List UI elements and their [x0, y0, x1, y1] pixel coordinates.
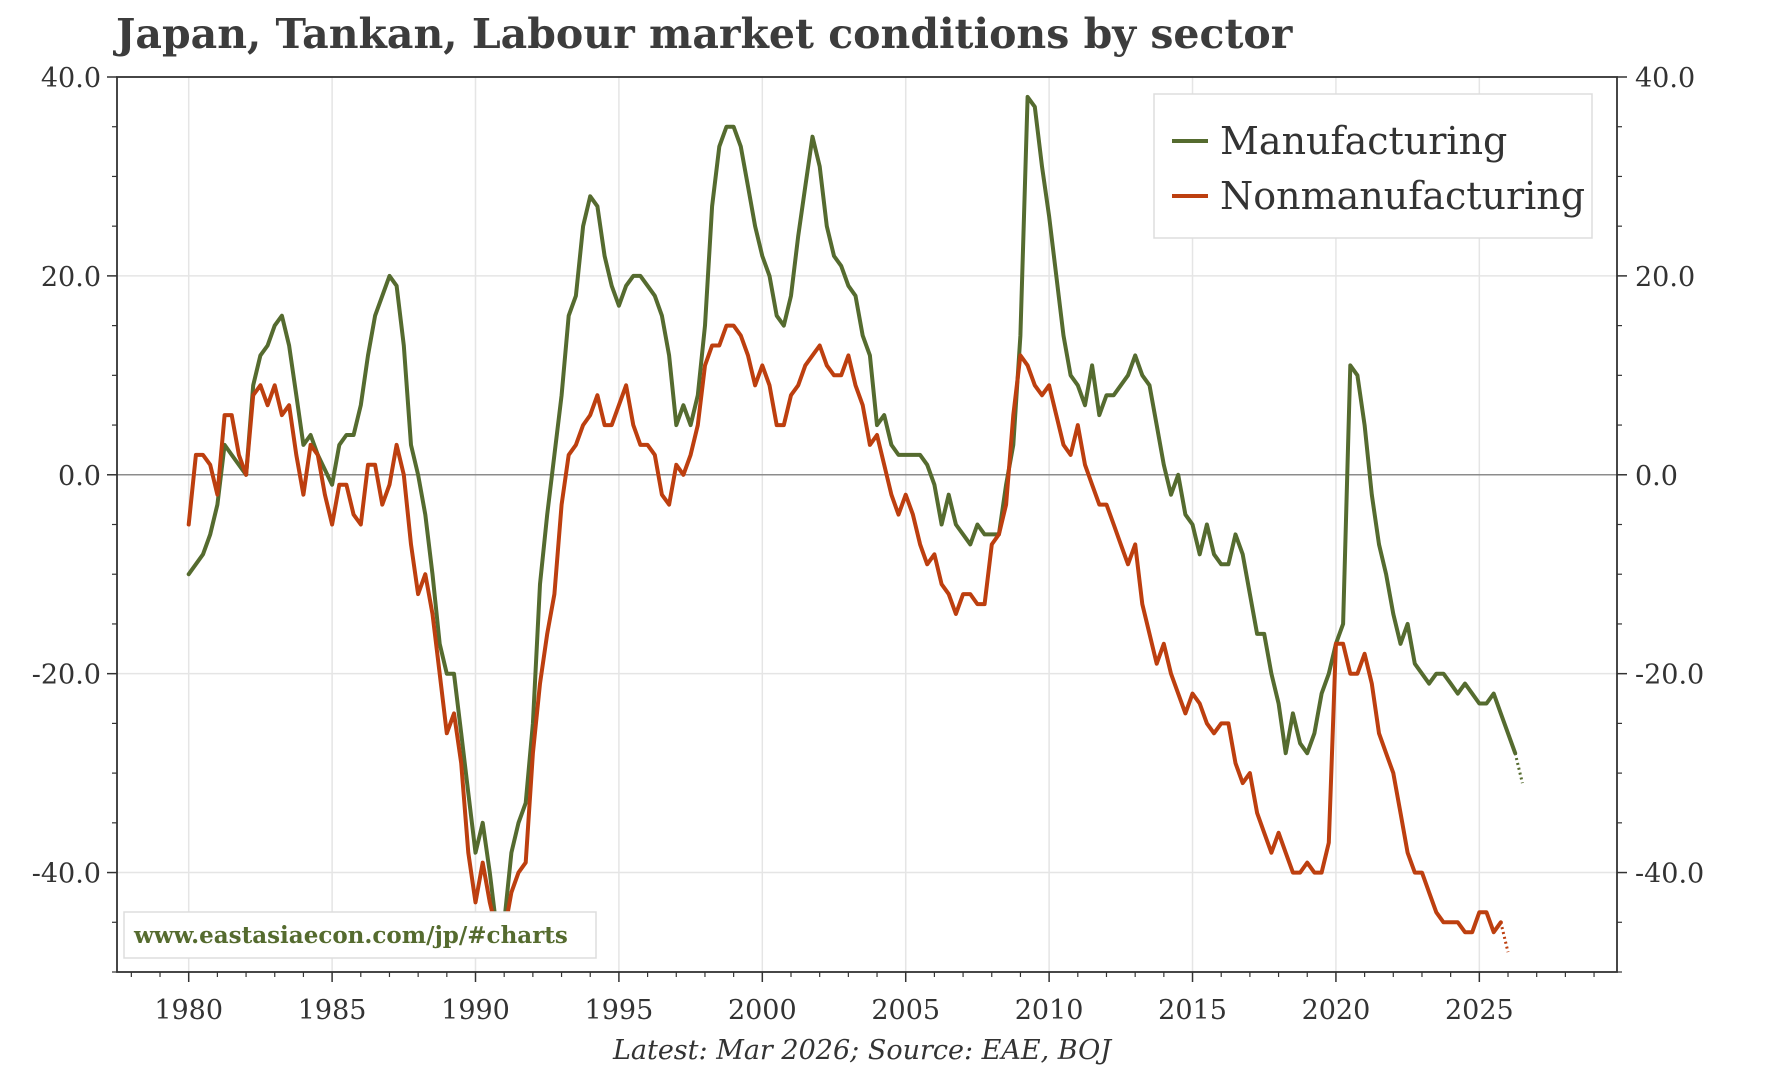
legend: Manufacturing Nonmanufacturing: [1154, 94, 1592, 238]
x-tick-label-2025: 2025: [1445, 995, 1514, 1026]
y-tick-label-right-0.0: 0.0: [1635, 461, 1678, 492]
watermark-text: www.eastasiaecon.com/jp/#charts: [133, 922, 568, 949]
x-tick-label-2005: 2005: [871, 995, 940, 1026]
x-tick-label-1980: 1980: [154, 995, 223, 1026]
series-forecast-manufacturing: [1515, 753, 1522, 783]
y-tick-label-left-20.0: 20.0: [41, 262, 101, 293]
x-tick-label-2000: 2000: [728, 995, 797, 1026]
x-tick-label-1990: 1990: [441, 995, 510, 1026]
y-tick-label-right-40.0: 40.0: [1635, 63, 1695, 94]
y-tick-label-right--40.0: -40.0: [1635, 859, 1704, 890]
y-tick-label-left-0.0: 0.0: [58, 461, 101, 492]
x-tick-label-1985: 1985: [298, 995, 367, 1026]
chart-svg: 1980 1985 1990 1995 2000 2005 2010 2015 2020 2025…: [0, 0, 1767, 1070]
legend-label-manufacturing: Manufacturing: [1220, 119, 1507, 163]
y-tick-label-left--40.0: -40.0: [32, 859, 101, 890]
y-tick-label-right--20.0: -20.0: [1635, 660, 1704, 691]
x-tick-label-1995: 1995: [585, 995, 654, 1026]
source-note: Latest: Mar 2026; Source: EAE, BOJ: [612, 1035, 1113, 1066]
legend-label-nonmanufacturing: Nonmanufacturing: [1220, 174, 1585, 218]
y-tick-label-left--20.0: -20.0: [32, 660, 101, 691]
x-tick-label-2015: 2015: [1158, 995, 1227, 1026]
y-tick-label-right-20.0: 20.0: [1635, 262, 1695, 293]
watermark: www.eastasiaecon.com/jp/#charts: [124, 912, 596, 958]
x-tick-label-2010: 2010: [1015, 995, 1084, 1026]
series-line-nonmanufacturing: [189, 326, 1501, 933]
series-forecast-nonmanufacturing: [1501, 922, 1508, 952]
y-tick-label-left-40.0: 40.0: [41, 63, 101, 94]
x-tick-label-2020: 2020: [1302, 995, 1371, 1026]
